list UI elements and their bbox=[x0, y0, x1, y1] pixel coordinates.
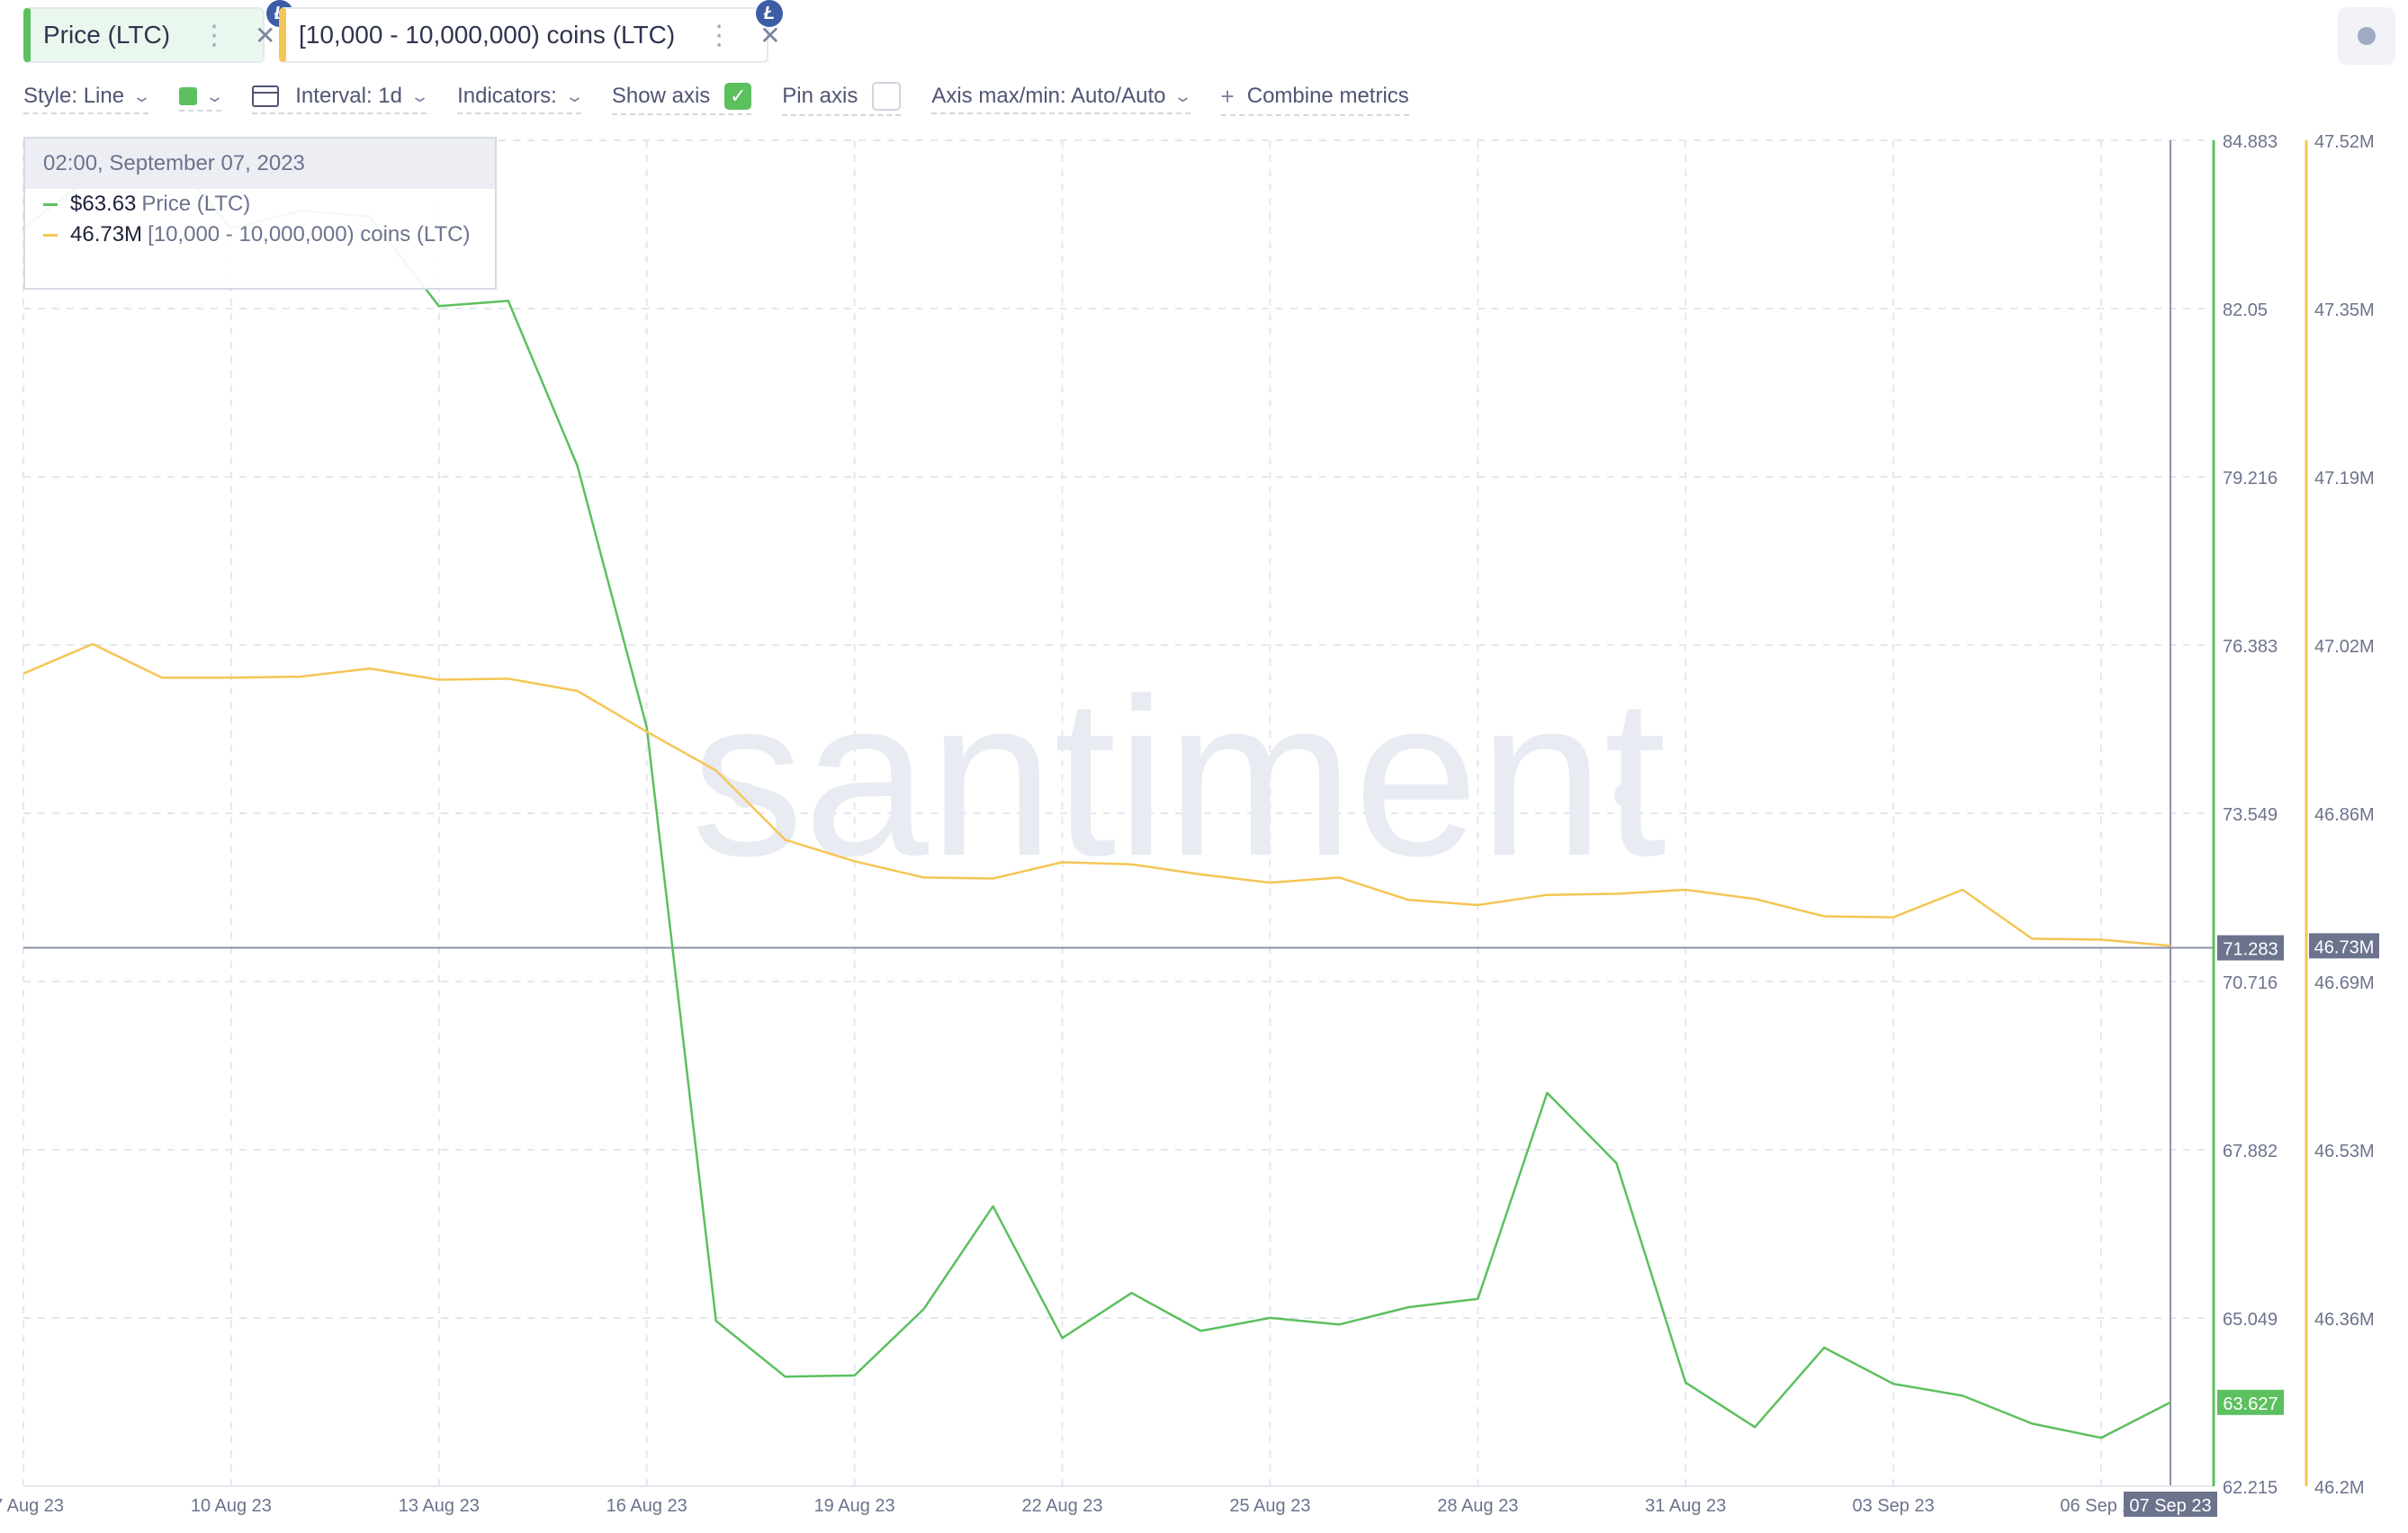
price-axis-tick-label: 65.049 bbox=[2223, 1310, 2278, 1330]
x-tick-label: 19 Aug 23 bbox=[814, 1496, 895, 1516]
axis-maxmin-label: Axis max/min: Auto/Auto bbox=[931, 84, 1166, 108]
legend-mark bbox=[43, 202, 58, 206]
axes: 07 Aug 23 10 Aug 23 13 Aug 23 16 Aug 23 19 A… bbox=[0, 132, 2379, 1517]
chevron-down-icon: ⌄ bbox=[204, 86, 226, 105]
color-swatch bbox=[179, 87, 198, 105]
checkbox-empty[interactable] bbox=[872, 82, 902, 111]
tooltip-metric-name: [10,000 - 10,000,000) coins (LTC) bbox=[148, 222, 471, 247]
x-tick-label: 16 Aug 23 bbox=[606, 1496, 687, 1516]
combine-metrics-button[interactable]: + Combine metrics bbox=[1220, 82, 1409, 116]
price-current-badge: 63.627 bbox=[2223, 1394, 2278, 1414]
price-crosshair-badge: 71.283 bbox=[2223, 940, 2278, 960]
tooltip-metric-name: Price (LTC) bbox=[141, 192, 251, 216]
coins-crosshair-badge: 46.73M bbox=[2314, 937, 2375, 957]
chevron-down-icon: ⌄ bbox=[409, 86, 430, 105]
x-highlight-badge: 07 Sep 23 bbox=[2129, 1496, 2211, 1516]
color-dropdown[interactable]: ⌄ bbox=[179, 87, 225, 112]
x-tick-label: 03 Sep 23 bbox=[1853, 1496, 1935, 1516]
coins-axis-tick-label: 46.69M bbox=[2314, 973, 2375, 993]
tooltip-row-coins: 46.73M [10,000 - 10,000,000) coins (LTC) bbox=[25, 220, 495, 250]
price-axis-tick-label: 79.216 bbox=[2223, 469, 2278, 489]
show-axis-label: Show axis bbox=[611, 84, 711, 108]
chevron-down-icon: ⌄ bbox=[1173, 86, 1194, 105]
metric-tab-coins[interactable]: [10,000 - 10,000,000) coins (LTC) ⋮ ✕ Ł bbox=[279, 0, 783, 63]
price-axis-tick-label: 67.882 bbox=[2223, 1142, 2278, 1161]
tooltip-value: $63.63 bbox=[70, 192, 137, 216]
checkmark-icon[interactable]: ✓ bbox=[724, 83, 752, 110]
metric-tab-label: [10,000 - 10,000,000) coins (LTC) bbox=[299, 21, 676, 49]
show-axis-toggle[interactable]: Show axis ✓ bbox=[611, 83, 752, 115]
settings-button[interactable] bbox=[2338, 7, 2395, 65]
coins-axis-tick-label: 46.53M bbox=[2314, 1142, 2375, 1161]
chevron-down-icon: ⌄ bbox=[131, 86, 152, 105]
crosshair bbox=[23, 140, 2214, 1486]
tooltip-row-price: $63.63 Price (LTC) bbox=[25, 189, 495, 220]
style-dropdown[interactable]: Style: Line ⌄ bbox=[23, 84, 152, 114]
x-tick-label: 28 Aug 23 bbox=[1437, 1496, 1518, 1516]
x-tick-label: 06 Sep 23 bbox=[2060, 1496, 2142, 1516]
chart-tooltip: 02:00, September 07, 2023 $63.63 Price (… bbox=[23, 137, 497, 290]
tooltip-value: 46.73M bbox=[70, 222, 143, 247]
plus-icon: + bbox=[1220, 82, 1235, 110]
pin-axis-toggle[interactable]: Pin axis bbox=[782, 82, 902, 116]
price-axis-tick-label: 84.883 bbox=[2223, 132, 2278, 152]
chart-toolbar: Style: Line ⌄ ⌄ Interval: 1d ⌄ Indicators:… bbox=[23, 79, 1440, 119]
coins-axis-tick-label: 46.2M bbox=[2314, 1478, 2365, 1498]
style-label: Style: Line bbox=[23, 84, 125, 108]
tooltip-date: 02:00, September 07, 2023 bbox=[25, 139, 495, 189]
vertical-dots-icon[interactable]: ⋮ bbox=[705, 20, 733, 50]
axis-maxmin-dropdown[interactable]: Axis max/min: Auto/Auto ⌄ bbox=[931, 84, 1193, 114]
coins-axis-tick-label: 46.86M bbox=[2314, 805, 2375, 825]
coins-axis-tick-label: 47.02M bbox=[2314, 637, 2375, 657]
metric-tab-label: Price (LTC) bbox=[43, 21, 171, 49]
price-axis-tick-label: 70.716 bbox=[2223, 973, 2278, 993]
x-tick-label: 07 Aug 23 bbox=[0, 1496, 64, 1516]
interval-dropdown[interactable]: Interval: 1d ⌄ bbox=[252, 84, 430, 114]
coins-axis-tick-label: 47.35M bbox=[2314, 300, 2375, 320]
x-tick-label: 25 Aug 23 bbox=[1229, 1496, 1310, 1516]
price-crosshair-badge-bg bbox=[2217, 935, 2284, 961]
vertical-dots-icon[interactable]: ⋮ bbox=[201, 20, 229, 50]
x-tick-label: 13 Aug 23 bbox=[399, 1496, 480, 1516]
indicators-label: Indicators: bbox=[457, 84, 557, 108]
chevron-down-icon: ⌄ bbox=[564, 86, 585, 105]
price-current-badge-bg bbox=[2217, 1389, 2284, 1415]
dot-icon bbox=[2358, 27, 2376, 45]
coins-crosshair-badge-bg bbox=[2309, 933, 2379, 959]
close-icon[interactable]: ✕ bbox=[255, 21, 276, 49]
coins-axis-tick-label: 46.36M bbox=[2314, 1310, 2375, 1330]
x-highlight-badge-bg bbox=[2124, 1492, 2217, 1517]
watermark-dot-icon bbox=[1614, 783, 1640, 808]
indicators-dropdown[interactable]: Indicators: ⌄ bbox=[457, 84, 585, 114]
calendar-icon bbox=[252, 85, 280, 107]
coins-axis-tick-label: 47.52M bbox=[2314, 132, 2375, 152]
santiment-watermark: santiment bbox=[691, 651, 1667, 902]
close-icon[interactable]: ✕ bbox=[759, 21, 781, 49]
x-tick-label: 22 Aug 23 bbox=[1021, 1496, 1102, 1516]
price-axis-tick-label: 76.383 bbox=[2223, 637, 2278, 657]
price-axis-tick-label: 73.549 bbox=[2223, 805, 2278, 825]
price-axis-tick-label: 62.215 bbox=[2223, 1478, 2278, 1498]
interval-label: Interval: 1d bbox=[295, 84, 402, 108]
litecoin-icon: Ł bbox=[756, 0, 783, 27]
legend-mark bbox=[43, 233, 58, 237]
combine-label: Combine metrics bbox=[1246, 84, 1409, 108]
pin-axis-label: Pin axis bbox=[782, 84, 858, 108]
x-tick-label: 31 Aug 23 bbox=[1645, 1496, 1726, 1516]
watermark-dot-icon bbox=[732, 783, 758, 808]
x-tick-label: 10 Aug 23 bbox=[191, 1496, 272, 1516]
coins-axis-tick-label: 47.19M bbox=[2314, 469, 2375, 489]
price-axis-tick-label: 82.05 bbox=[2223, 300, 2268, 320]
series-line-coins bbox=[22, 642, 2171, 947]
